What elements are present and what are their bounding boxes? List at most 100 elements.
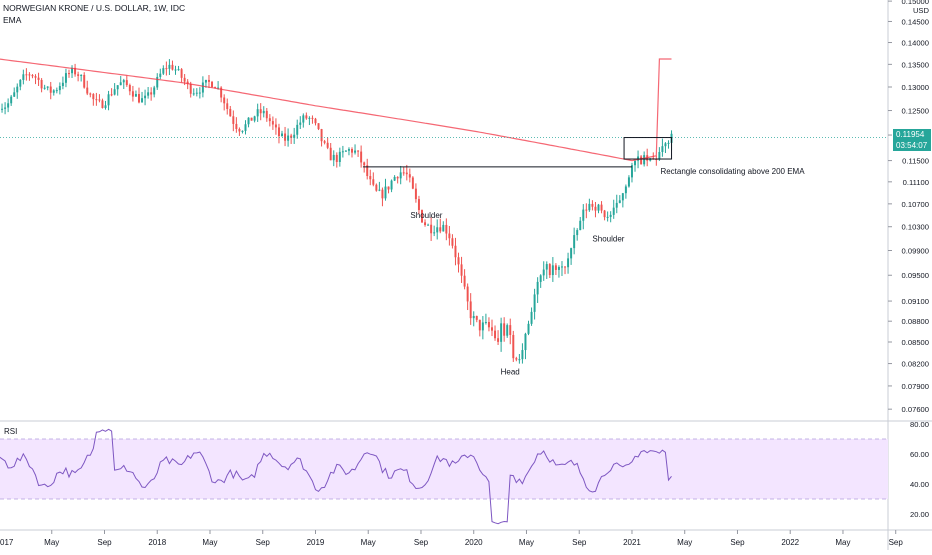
candle — [567, 252, 570, 274]
candle — [466, 283, 469, 311]
candle-body — [7, 103, 10, 108]
candle — [241, 130, 244, 134]
candle — [591, 200, 594, 211]
candle — [372, 172, 375, 187]
candle-body — [503, 323, 506, 336]
candle-body — [287, 135, 290, 141]
candle-body — [606, 216, 609, 218]
candle — [296, 119, 299, 139]
candle — [433, 225, 436, 237]
candle — [515, 356, 518, 362]
candle-body — [542, 269, 545, 276]
candle-body — [25, 74, 28, 76]
candle — [600, 201, 603, 214]
candle-body — [253, 116, 256, 121]
candle-body — [481, 322, 484, 331]
time-tick-label: Sep — [730, 538, 745, 547]
candle — [664, 142, 667, 154]
candle — [445, 218, 448, 241]
candle-body — [497, 338, 500, 342]
candle — [399, 165, 402, 185]
price-tick-label: 0.07900 — [902, 382, 929, 391]
candle — [284, 126, 287, 147]
candle — [661, 138, 664, 157]
candle-body — [110, 94, 113, 96]
candle — [22, 69, 25, 85]
candle-body — [13, 92, 16, 97]
candle-body — [664, 143, 667, 147]
candle — [588, 198, 591, 212]
candle-body — [156, 76, 159, 88]
candle — [71, 65, 74, 78]
candle — [141, 91, 144, 103]
candle — [55, 87, 58, 94]
candle-body — [238, 128, 241, 132]
candle — [281, 130, 284, 137]
candle-body — [661, 146, 664, 152]
candle-body — [548, 264, 551, 276]
candle-body — [573, 235, 576, 249]
candle — [621, 192, 624, 208]
candle — [338, 147, 341, 167]
candle-body — [259, 109, 262, 114]
candle-body — [582, 209, 585, 221]
ema-indicator-label[interactable]: EMA — [3, 15, 22, 25]
candle — [475, 315, 478, 323]
time-tick-label: 2019 — [307, 538, 325, 547]
candle — [424, 219, 427, 227]
price-tick-label: 0.13500 — [902, 60, 929, 69]
candle — [585, 203, 588, 219]
price-tick-label: 0.14500 — [902, 17, 929, 26]
candle — [171, 60, 174, 71]
candle — [244, 120, 247, 135]
candle — [147, 87, 150, 99]
consolidation-rectangle[interactable] — [623, 137, 673, 160]
candle — [134, 90, 137, 97]
candle-body — [122, 80, 125, 83]
candle-body — [478, 319, 481, 331]
candle-body — [506, 325, 509, 336]
candle-body — [332, 154, 335, 161]
candle — [174, 65, 177, 75]
candle — [332, 150, 335, 167]
candle-body — [10, 96, 13, 104]
candle — [268, 114, 271, 127]
candle — [405, 164, 408, 181]
candle — [250, 117, 253, 121]
candle-body — [381, 189, 384, 199]
candle-body — [618, 200, 621, 203]
candle-body — [494, 330, 497, 339]
candle-body — [609, 214, 612, 217]
candle — [92, 93, 95, 106]
candle — [46, 86, 49, 91]
candle — [454, 237, 457, 266]
candle-body — [46, 86, 49, 88]
candle — [533, 288, 536, 320]
candle-body — [396, 176, 399, 179]
candle — [393, 175, 396, 182]
candle-body — [576, 230, 579, 236]
candle-body — [220, 87, 223, 98]
candle-body — [597, 204, 600, 211]
candle — [86, 80, 89, 96]
candle — [64, 68, 67, 88]
candle — [518, 354, 521, 364]
candle-body — [393, 176, 396, 181]
candle-body — [588, 203, 591, 211]
price-tick-label: 0.09500 — [902, 271, 929, 280]
price-tick-label: 0.13000 — [902, 83, 929, 92]
candle — [256, 103, 259, 122]
candle-body — [615, 202, 618, 208]
candle-body — [335, 154, 338, 162]
chart-symbol-title: NORWEGIAN KRONE / U.S. DOLLAR, 1W, IDC — [3, 3, 186, 13]
candle-body — [557, 267, 560, 270]
candle-body — [475, 316, 478, 320]
candle — [37, 72, 40, 86]
rsi-tick-label: 80.00 — [910, 420, 929, 429]
candle-body — [621, 193, 624, 201]
candle — [579, 216, 582, 231]
candle — [329, 143, 332, 161]
candle-body — [399, 172, 402, 179]
